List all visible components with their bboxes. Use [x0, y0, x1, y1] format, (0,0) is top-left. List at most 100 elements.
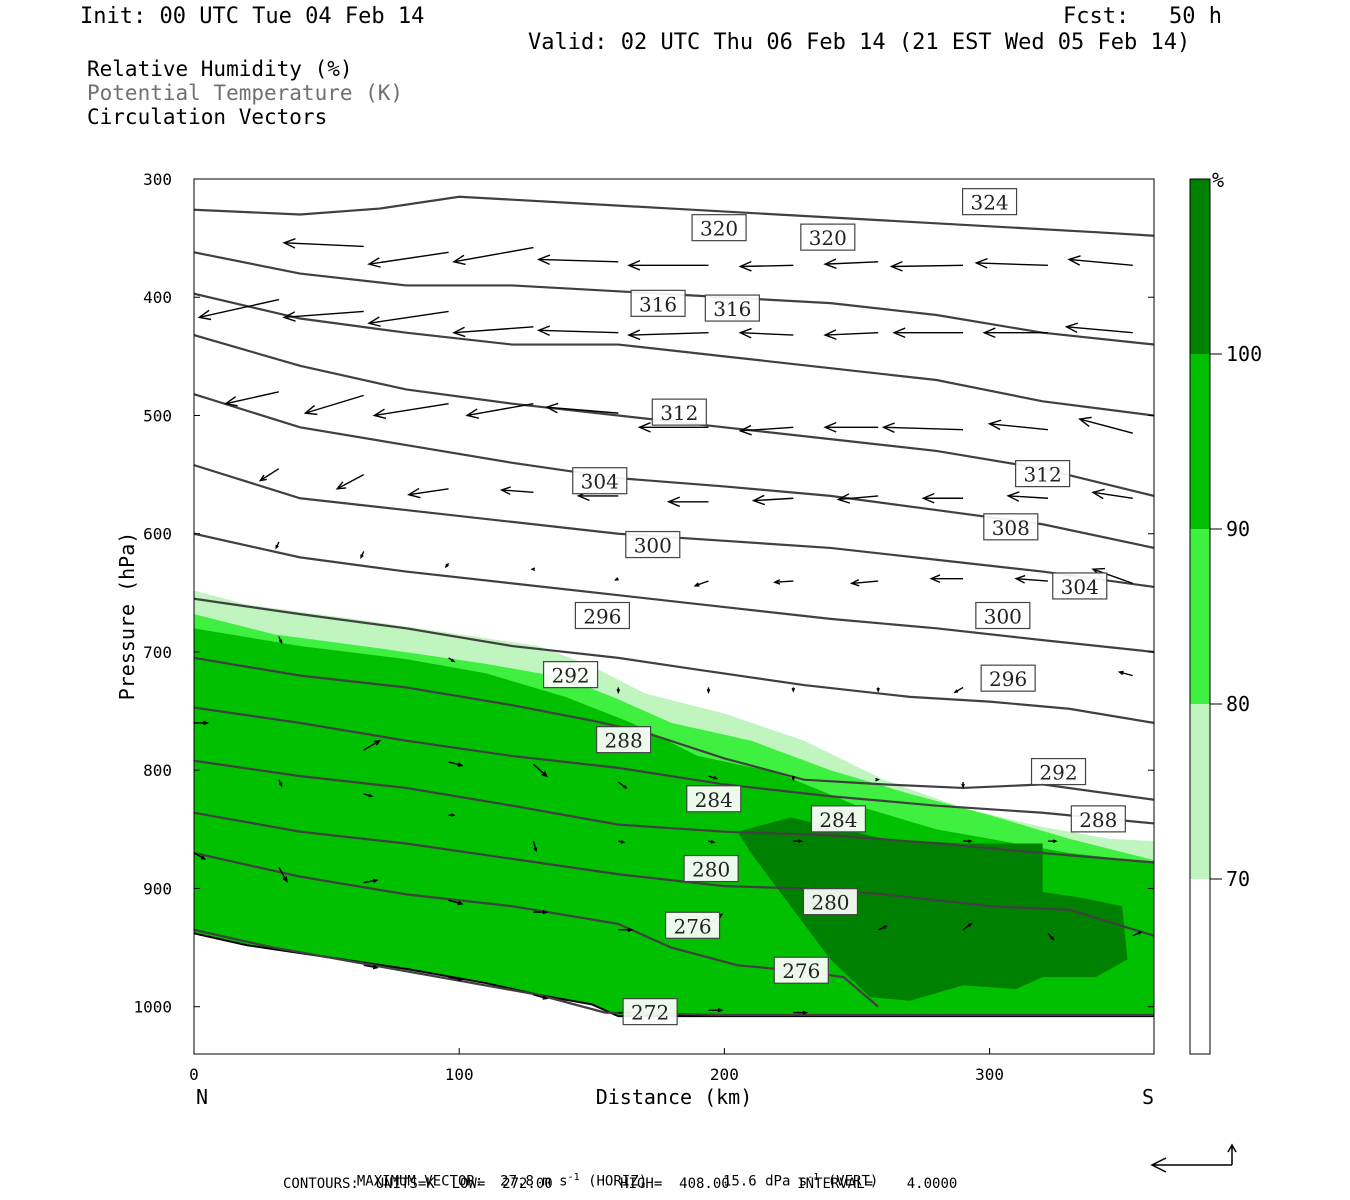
contour-label: 296 — [574, 601, 630, 630]
vector-layer — [194, 238, 1143, 1015]
circulation-vector — [197, 298, 280, 321]
theta-contour-288 — [194, 706, 1154, 825]
circulation-vector — [963, 839, 973, 843]
y-tick-label: 700 — [143, 643, 172, 662]
y-axis-title: Pressure (hPa) — [115, 532, 139, 701]
circulation-vector — [530, 567, 536, 572]
circulation-vector — [618, 927, 634, 933]
contour-label: 324 — [961, 188, 1018, 216]
contour-label: 300 — [625, 530, 681, 559]
contour-label-text: 316 — [713, 297, 751, 321]
circulation-vector — [751, 494, 794, 506]
contour-label: 312 — [1015, 460, 1071, 488]
contour-label: 292 — [542, 661, 599, 689]
circulation-vector — [363, 739, 382, 751]
circulation-vector — [194, 852, 207, 860]
contour-label-text: 296 — [989, 667, 1027, 691]
legend-relative-humidity: Relative Humidity (%) — [87, 57, 353, 81]
circulation-vector — [881, 422, 964, 433]
contour-label-text: 284 — [695, 788, 733, 812]
circulation-vector — [875, 777, 880, 782]
contour-label-text: 300 — [634, 534, 672, 558]
contour-label-text: 312 — [1024, 463, 1062, 487]
contour-label-text: 276 — [673, 914, 711, 938]
circulation-vector — [637, 421, 709, 433]
circulation-vector — [1006, 491, 1048, 502]
circulation-vector — [536, 254, 619, 266]
circulation-vector — [627, 329, 709, 341]
circulation-vector — [738, 424, 794, 436]
circulation-vector — [877, 925, 888, 931]
contours-info-line: CONTOURS: UNITS=K LOW= 272.00 HIGH= 408.… — [283, 1176, 958, 1192]
x-tick-label: 200 — [710, 1065, 739, 1084]
contour-label: 276 — [773, 956, 829, 984]
circulation-vector — [303, 394, 364, 416]
circulation-vector — [465, 402, 534, 419]
circulation-vector — [544, 402, 619, 414]
x-tick-label: 0 — [189, 1065, 199, 1084]
circulation-vector — [533, 994, 549, 1000]
y-tick-label: 300 — [143, 170, 172, 189]
colorbar-unit: % — [1212, 168, 1224, 192]
circulation-vector — [532, 763, 549, 778]
circulation-vector — [363, 793, 374, 798]
theta-contour-280 — [194, 811, 1154, 937]
circulation-vector — [448, 657, 456, 663]
circulation-vector — [1014, 574, 1048, 584]
circulation-vector — [617, 781, 628, 790]
colorbar-frame — [1189, 178, 1211, 1055]
contour-label-text: 292 — [1039, 761, 1077, 785]
circulation-vector — [1078, 416, 1133, 434]
axes-layer: 300 400 500 600 700 800 900 1000 0 100 200 300 Dista… — [115, 170, 1154, 1109]
plot-frame — [193, 178, 1155, 1055]
contour-label: 304 — [1052, 572, 1108, 600]
contour-label: 316 — [704, 294, 760, 322]
colorbar-tick-label: 100 — [1226, 342, 1262, 366]
init-time: Init: 00 UTC Tue 04 Feb 14 — [80, 4, 425, 29]
contour-label-text: 296 — [583, 605, 621, 629]
contour-label-text: 316 — [639, 292, 677, 316]
contour-label: 272 — [622, 998, 678, 1026]
forecast-hour: Fcst: 50 h — [1063, 4, 1222, 29]
circulation-vector — [372, 402, 449, 420]
contour-label: 276 — [664, 911, 721, 939]
valid-time: Valid: 02 UTC Thu 06 Feb 14 (21 EST Wed … — [528, 30, 1191, 55]
x-tick-label: 100 — [445, 1065, 474, 1084]
circulation-vector — [282, 310, 364, 322]
contour-label: 280 — [683, 854, 739, 883]
max-vector-horiz-value: 27.8 m s — [500, 1173, 568, 1190]
contour-label-text: 284 — [819, 808, 857, 832]
circulation-vector — [278, 866, 288, 883]
circulation-vector — [532, 840, 538, 853]
contour-label: 320 — [800, 223, 856, 251]
colorbar-tick-label: 80 — [1226, 692, 1250, 716]
circulation-vector — [706, 687, 711, 694]
circulation-vector — [982, 327, 1048, 339]
circulation-vector — [961, 782, 965, 789]
x-end-label-right: S — [1142, 1085, 1154, 1109]
circulation-vector — [614, 577, 619, 581]
circulation-vector — [1067, 255, 1133, 267]
rh-fill-100 — [737, 817, 1128, 1001]
circulation-vector — [772, 579, 794, 585]
circulation-vector — [1047, 839, 1058, 843]
contour-label-text: 304 — [1061, 575, 1099, 599]
circulation-vector — [335, 473, 365, 490]
colorbar: 100 90 80 70% — [1189, 168, 1262, 1055]
x-tick-label: 300 — [975, 1065, 1004, 1084]
contour-label-text: 272 — [631, 1001, 669, 1025]
circulation-vector — [708, 775, 719, 780]
circulation-vector — [275, 541, 280, 550]
circulation-vector — [282, 238, 364, 249]
theta-contour-292 — [194, 656, 1154, 801]
contour-label-text: 280 — [811, 891, 849, 915]
circulation-vector — [738, 327, 794, 339]
circulation-vector — [258, 468, 280, 482]
theta-contour-300 — [194, 532, 1154, 654]
circulation-vector — [224, 391, 280, 407]
circulation-vector — [693, 580, 709, 587]
contour-label: 316 — [630, 289, 686, 317]
max-vector-horiz-exponent: -1 — [567, 1172, 580, 1183]
circulation-vector — [452, 246, 534, 266]
contour-label: 300 — [975, 601, 1031, 630]
